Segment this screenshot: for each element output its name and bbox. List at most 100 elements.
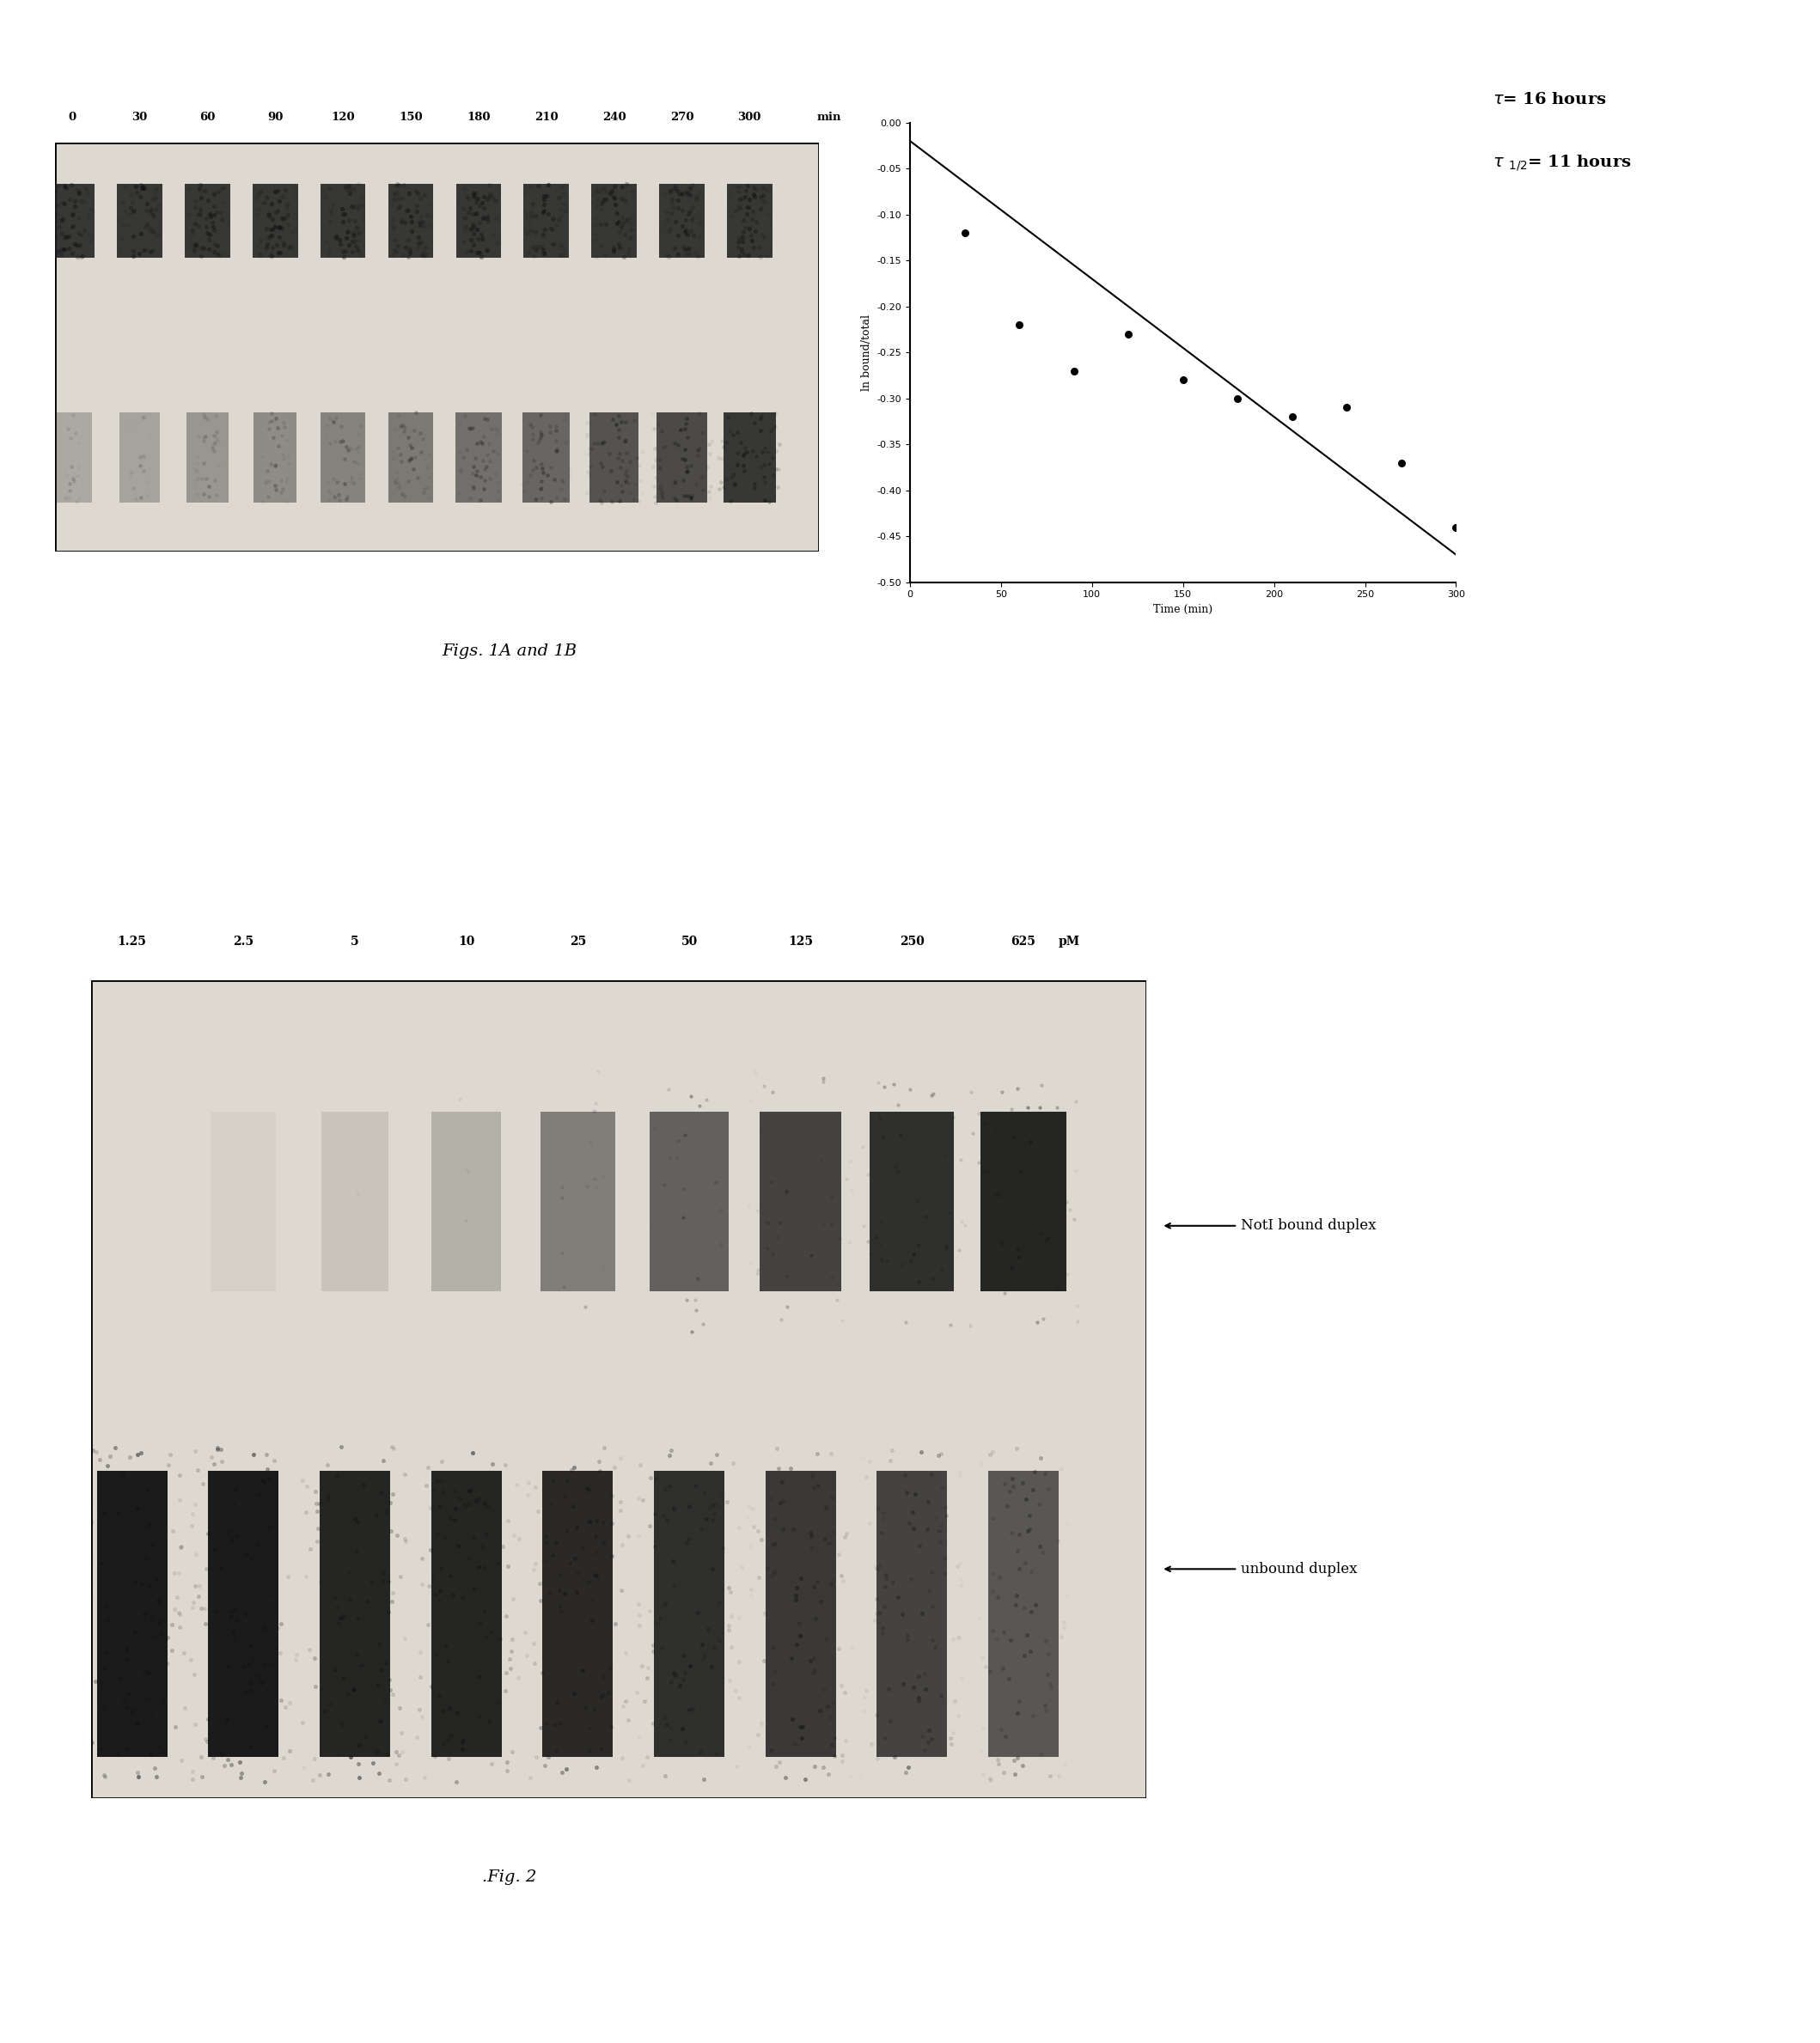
Point [207, 1444, 237, 1477]
Point [617, 221, 646, 253]
Point [1050, 1179, 1079, 1211]
Point [49, 188, 78, 221]
Point [568, 1653, 597, 1685]
Point [976, 1655, 1005, 1688]
Point [420, 1741, 450, 1773]
Point [786, 1710, 815, 1743]
Point [624, 227, 653, 259]
Point [450, 1489, 479, 1522]
Point [606, 210, 635, 243]
Point [111, 196, 140, 229]
Point [739, 1510, 768, 1542]
Point [1026, 1737, 1056, 1769]
Point [340, 223, 369, 255]
Point [739, 472, 768, 505]
Point [291, 1495, 320, 1528]
Point [428, 1444, 457, 1477]
Point [870, 1722, 899, 1755]
Point [899, 1238, 928, 1271]
Point [342, 447, 371, 480]
Point [817, 1207, 846, 1240]
Point [863, 1743, 892, 1775]
Point [506, 210, 535, 243]
Point [470, 1551, 499, 1583]
Point [379, 1577, 408, 1610]
Point [282, 464, 311, 496]
Point [71, 172, 100, 204]
Text: pM: pM [1059, 936, 1081, 948]
Point [373, 1565, 402, 1598]
Point [499, 1735, 528, 1767]
Point [249, 1765, 278, 1798]
Point [248, 439, 277, 472]
Point [33, 417, 62, 449]
Point [799, 1657, 828, 1690]
Point [446, 1483, 475, 1516]
Bar [322, 1111, 388, 1291]
Point [191, 202, 220, 235]
Point [78, 223, 107, 255]
Point [300, 1669, 329, 1702]
Point [988, 1077, 1017, 1109]
Point [450, 192, 479, 225]
Point [737, 202, 766, 235]
Point [118, 194, 147, 227]
Point [177, 221, 206, 253]
Point [269, 443, 298, 476]
Point [688, 1477, 717, 1510]
Point [724, 1602, 753, 1634]
Point [764, 1205, 794, 1238]
Point [100, 1432, 129, 1465]
Point [113, 435, 142, 468]
Point [1059, 1203, 1088, 1236]
Point [66, 241, 95, 274]
Point [1052, 1185, 1081, 1218]
Point [925, 1514, 954, 1547]
Point [399, 454, 428, 486]
Point [459, 1522, 488, 1555]
Point [544, 204, 573, 237]
Point [850, 1209, 879, 1242]
Point [47, 417, 76, 449]
Point [664, 1124, 693, 1156]
Point [238, 484, 268, 517]
Point [420, 1475, 450, 1508]
Point [815, 1567, 844, 1600]
Point [106, 231, 135, 264]
Point [482, 1685, 511, 1718]
Point [280, 452, 309, 484]
Point [127, 170, 157, 202]
Point [255, 407, 284, 439]
Point [238, 1438, 268, 1471]
Point [315, 402, 344, 435]
Point [1005, 1553, 1034, 1585]
Point [697, 470, 726, 503]
Text: 250: 250 [899, 936, 925, 948]
Point [459, 180, 488, 212]
Point [530, 456, 559, 488]
Point [473, 200, 502, 233]
Point [309, 1696, 339, 1728]
Point [573, 1473, 602, 1506]
Point [180, 1708, 209, 1741]
Point [966, 1446, 996, 1479]
Point [795, 1645, 824, 1677]
Point [408, 1542, 437, 1575]
Point [400, 441, 430, 474]
Point [681, 1293, 710, 1326]
Point [217, 178, 246, 210]
Point [748, 1708, 777, 1741]
Point [655, 215, 684, 247]
Point [450, 225, 479, 257]
Point [914, 1575, 943, 1608]
Point [908, 1598, 937, 1630]
Point [186, 168, 215, 200]
Point [140, 194, 169, 227]
Point [619, 174, 648, 206]
Point [266, 464, 295, 496]
Point [75, 178, 104, 210]
Point [388, 202, 417, 235]
Point [613, 1763, 642, 1796]
Point [810, 1673, 839, 1706]
Point [204, 176, 233, 208]
